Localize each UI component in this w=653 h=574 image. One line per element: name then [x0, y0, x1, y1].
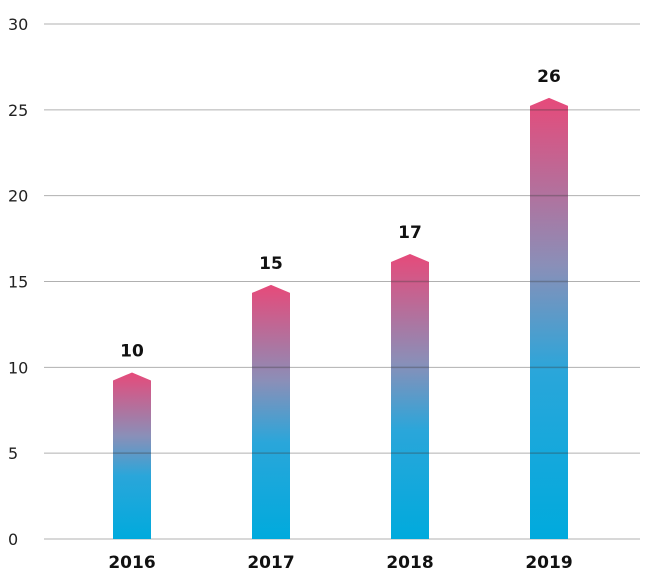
y-tick-label: 20	[8, 187, 28, 206]
y-tick-label: 30	[8, 15, 28, 34]
x-axis-ticks: 2016 2017 2018 2019	[108, 553, 572, 573]
value-labels: 10 15 17 26	[120, 67, 561, 362]
bar-2016	[113, 372, 151, 539]
bar-gridline-overlay	[113, 109, 568, 454]
y-tick-label: 10	[8, 358, 28, 377]
x-tick-label-2019: 2019	[525, 553, 572, 573]
bars	[113, 97, 568, 540]
y-tick-label: 5	[8, 444, 18, 463]
y-tick-label: 0	[8, 530, 18, 549]
x-tick-label-2017: 2017	[247, 553, 294, 573]
bar-2017	[252, 284, 290, 539]
y-axis-ticks: 0 5 10 15 20 25 30	[8, 15, 28, 549]
y-tick-label: 25	[8, 101, 28, 120]
x-tick-label-2018: 2018	[386, 553, 433, 573]
value-label-2019: 26	[537, 67, 561, 87]
bar-2018	[391, 254, 429, 540]
y-tick-label: 15	[8, 273, 28, 292]
bar-2019	[530, 97, 568, 540]
value-label-2017: 15	[259, 254, 283, 274]
value-label-2016: 10	[120, 341, 144, 361]
value-label-2018: 17	[398, 223, 422, 243]
x-tick-label-2016: 2016	[108, 553, 155, 573]
